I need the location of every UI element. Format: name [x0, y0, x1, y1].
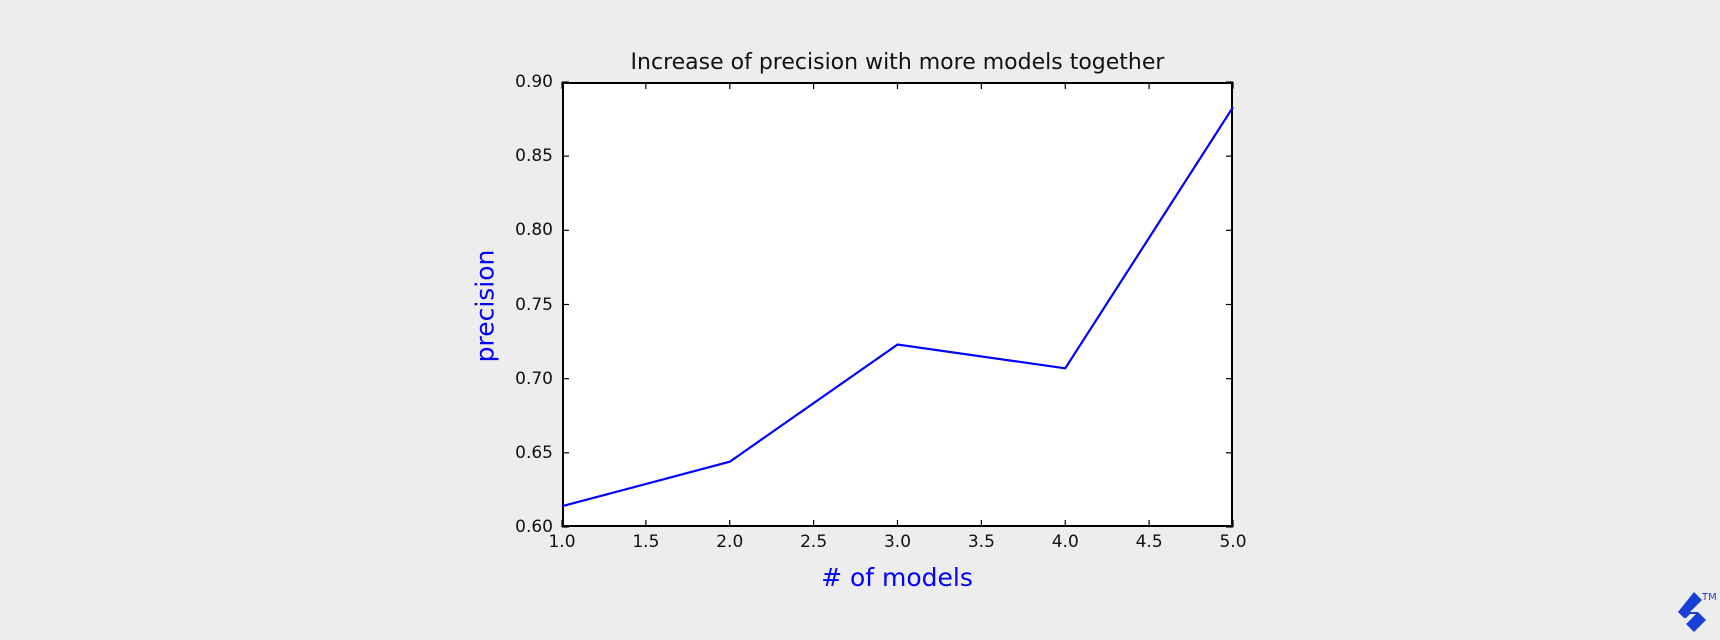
x-tick-label: 2.5 [800, 532, 828, 552]
y-tick-label: 0.70 [515, 368, 553, 389]
y-tick-label: 0.85 [515, 146, 553, 167]
x-tick-label: 4.5 [1135, 532, 1163, 552]
x-tick-label: 4.0 [1051, 532, 1079, 552]
precision-line [561, 106, 1234, 508]
y-tick-label: 0.80 [515, 220, 553, 241]
x-tick-label: 2.0 [716, 532, 744, 552]
x-tick-label: 5.0 [1219, 532, 1247, 552]
y-tick-label: 0.90 [515, 72, 553, 92]
y-tick-label: 0.60 [515, 517, 553, 537]
x-axis-label: # of models [821, 563, 973, 592]
x-tick-label: 3.5 [967, 532, 995, 552]
chart-title: Increase of precision with more models t… [630, 50, 1165, 75]
trademark-label: TM [1702, 592, 1717, 603]
y-tick-label: 0.75 [515, 294, 553, 315]
tick-marks [561, 81, 1234, 528]
x-tick-label: 1.5 [632, 532, 660, 552]
toptal-logo-icon [1678, 592, 1706, 632]
plot-area [562, 82, 1233, 527]
x-tick-label: 1.0 [548, 532, 576, 552]
x-tick-label: 3.0 [883, 532, 912, 552]
y-tick-label: 0.65 [515, 442, 553, 463]
